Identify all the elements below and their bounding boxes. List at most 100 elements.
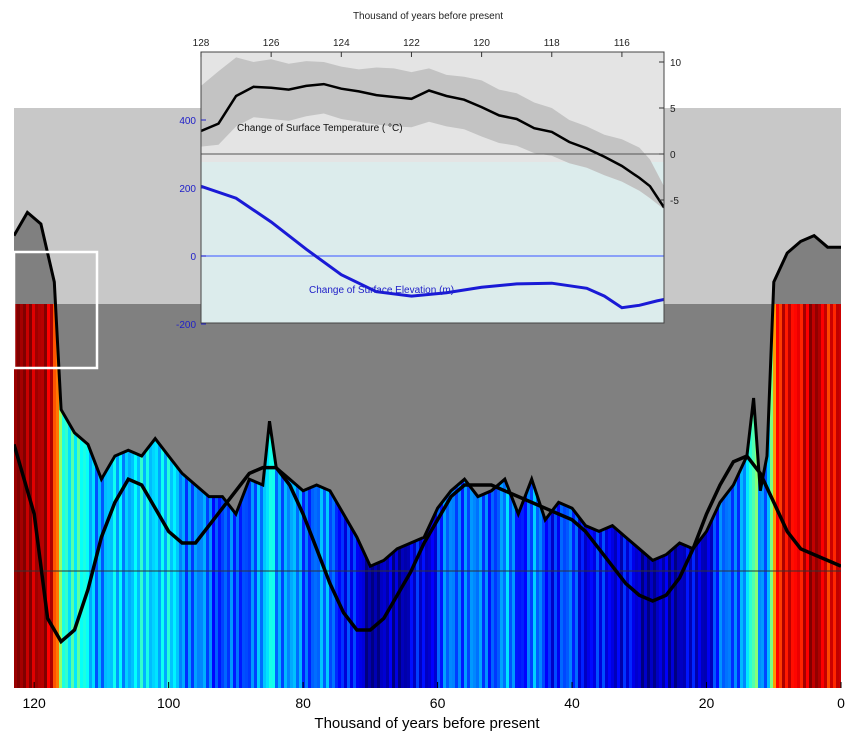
stripe — [80, 304, 84, 688]
stripe — [281, 304, 285, 688]
stripe — [131, 304, 135, 688]
stripe — [173, 304, 177, 688]
stripe — [284, 304, 288, 688]
stripe — [125, 304, 129, 688]
stripe — [473, 304, 477, 688]
stripe — [779, 304, 783, 688]
stripe — [320, 304, 324, 688]
stripe — [47, 304, 51, 688]
stripe — [788, 304, 792, 688]
elevation-y-tick-label: 0 — [190, 252, 196, 263]
stripe — [785, 304, 789, 688]
temperature-y-tick-label: 5 — [670, 104, 676, 115]
stripe — [257, 304, 261, 688]
stripe — [101, 304, 105, 688]
stripe — [275, 304, 279, 688]
ice-surface-line — [14, 210, 841, 569]
stripe — [806, 304, 810, 688]
stripe — [503, 304, 507, 688]
stripe — [458, 304, 462, 688]
x-tick-label: 80 — [295, 695, 311, 711]
stripe — [791, 304, 795, 688]
stripe — [191, 304, 195, 688]
stripe — [527, 304, 531, 688]
stripe — [98, 304, 102, 688]
stripe — [62, 304, 66, 688]
stripe — [164, 304, 168, 688]
stripe — [86, 304, 90, 688]
stripe — [329, 304, 333, 688]
stripe — [44, 304, 48, 688]
stripe — [746, 304, 750, 688]
stripe — [299, 304, 303, 688]
stripe — [203, 304, 207, 688]
stripe — [314, 304, 318, 688]
x-axis-ticks: 120 100 80 60 40 20 0 — [22, 682, 845, 711]
x-tick-label: 60 — [430, 695, 446, 711]
stripe — [827, 304, 831, 688]
stripe — [803, 304, 807, 688]
x-axis-label: Thousand of years before present — [314, 715, 540, 732]
stripe — [728, 304, 732, 688]
stripe — [248, 304, 252, 688]
x-tick-label: 20 — [699, 695, 715, 711]
stripe — [197, 304, 201, 688]
stripe — [752, 304, 756, 688]
stripe — [254, 304, 258, 688]
stripe — [797, 304, 801, 688]
stripe — [110, 304, 114, 688]
stripe — [152, 304, 156, 688]
stripe — [83, 304, 87, 688]
stripe — [758, 304, 762, 688]
stripe — [467, 304, 471, 688]
stripe — [296, 304, 300, 688]
stripe — [134, 304, 138, 688]
stripe — [158, 304, 162, 688]
stripe — [128, 304, 132, 688]
stripe — [137, 304, 141, 688]
stripe — [464, 304, 468, 688]
stripe — [92, 304, 96, 688]
stripe — [500, 304, 504, 688]
stripe — [305, 304, 309, 688]
stripe — [812, 304, 816, 688]
inset-x-tick-label: 116 — [614, 38, 630, 49]
elevation-annotation: Change of Surface Elevation (m) — [309, 285, 454, 296]
stripe — [767, 304, 771, 688]
elevation-line — [201, 184, 664, 310]
stripe — [14, 304, 18, 688]
inset-x-tick-label: 122 — [403, 38, 420, 49]
stripe — [77, 304, 81, 688]
stripe — [35, 304, 39, 688]
inset-panel: Thousand of years before present Change … — [176, 11, 682, 331]
elevation-y-axis-ticks: 400 200 0 -200 — [176, 116, 206, 331]
stripe — [782, 304, 786, 688]
temperature-annotation: Change of Surface Temperature ( °C) — [237, 123, 403, 134]
stripe — [287, 304, 291, 688]
stripe — [821, 304, 825, 688]
stripe — [53, 304, 57, 688]
stripe — [113, 304, 117, 688]
stripe — [71, 304, 75, 688]
inset-x-tick-label: 118 — [544, 38, 560, 49]
stripe — [482, 304, 486, 688]
stripe — [65, 304, 69, 688]
temperature-line — [201, 82, 664, 209]
stripe — [185, 304, 189, 688]
stripe — [41, 304, 45, 688]
stripe — [485, 304, 489, 688]
stripe — [107, 304, 111, 688]
stripe — [170, 304, 174, 688]
stripe — [308, 304, 312, 688]
stripe — [488, 304, 492, 688]
stripe — [740, 304, 744, 688]
stripe — [89, 304, 93, 688]
stripe — [497, 304, 501, 688]
stripe — [833, 304, 837, 688]
stripe — [95, 304, 99, 688]
stripe — [776, 304, 780, 688]
temperature-y-tick-label: -5 — [670, 196, 679, 207]
temperature-y-tick-label: 10 — [670, 58, 682, 69]
stripe — [143, 304, 147, 688]
